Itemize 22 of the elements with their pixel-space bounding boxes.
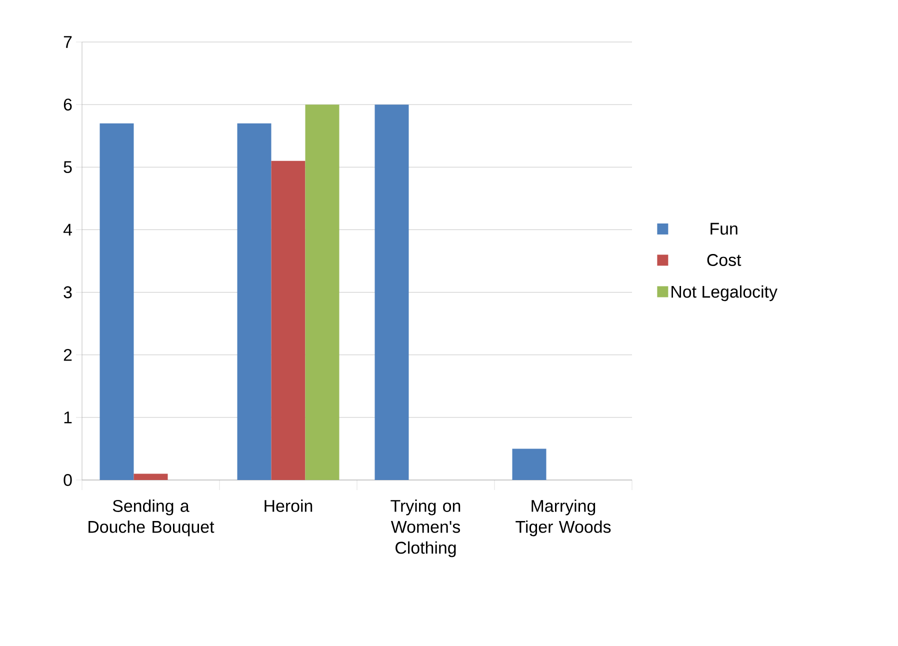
y-tick-label: 4: [63, 224, 72, 236]
bar: [237, 123, 272, 480]
bar: [100, 123, 134, 480]
x-tick-label: Heroin: [264, 500, 312, 512]
text: Fun: [710, 222, 738, 235]
bar: [134, 474, 168, 480]
y-tick-label: 6: [64, 98, 72, 111]
y-tick-label: 0: [64, 474, 72, 486]
legend-label: Not Legalocity: [672, 285, 778, 302]
bar: [374, 104, 409, 480]
y-tick-label: 1: [64, 412, 72, 424]
x-tick-label: Marrying Tiger Woods: [516, 500, 611, 536]
y-tick-label: 5: [64, 161, 72, 174]
legend-label: Cost: [707, 254, 742, 266]
bar: [271, 160, 306, 480]
y-tick-label: 3: [64, 286, 72, 298]
y-tick-label: 2: [64, 348, 72, 361]
x-tick-label: Trying on Women's Clothing: [390, 500, 460, 558]
x-tick-label: Sending a Douche Bouquet: [88, 500, 214, 536]
bar: [305, 104, 340, 480]
y-tick-label: 7: [64, 36, 72, 48]
bar: [512, 448, 546, 480]
